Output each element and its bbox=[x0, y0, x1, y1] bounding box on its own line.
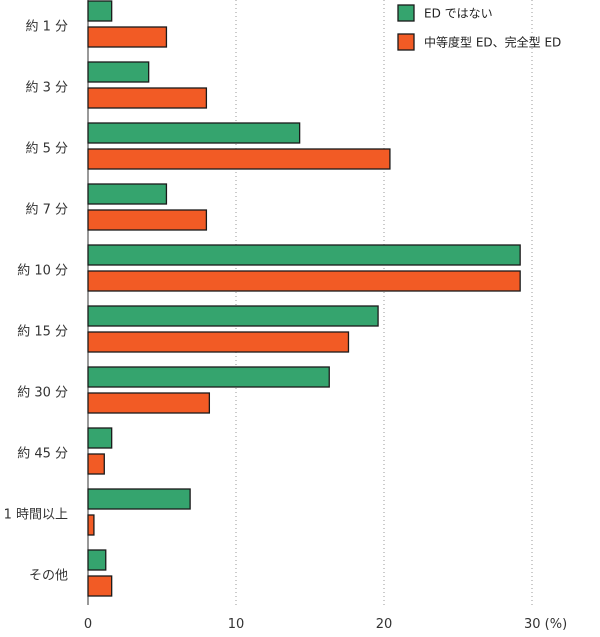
legend-label-ed: 中等度型 ED、完全型 ED bbox=[424, 35, 561, 50]
category-label-4: 約 10 分 bbox=[17, 264, 68, 279]
bar-ed-3 bbox=[87, 209, 208, 231]
bar-ed-6 bbox=[87, 392, 211, 414]
bar-ed-9 bbox=[87, 575, 113, 597]
bar-ed-7 bbox=[87, 453, 105, 475]
bar-no-ed-5 bbox=[87, 305, 379, 327]
category-label-6: 約 30 分 bbox=[17, 386, 68, 401]
bar-no-ed-2 bbox=[87, 122, 301, 144]
bar-ed-5 bbox=[87, 331, 350, 353]
x-tick-label-0: 0 bbox=[84, 617, 92, 632]
category-label-2: 約 5 分 bbox=[25, 142, 68, 157]
bar-ed-2 bbox=[87, 148, 391, 170]
bar-no-ed-7 bbox=[87, 427, 113, 449]
category-label-9: その他 bbox=[29, 569, 68, 584]
bar-no-ed-1 bbox=[87, 61, 150, 83]
bar-no-ed-0 bbox=[87, 0, 113, 22]
bar-ed-1 bbox=[87, 87, 208, 109]
bar-ed-8 bbox=[87, 514, 95, 536]
legend-label-no-ed: ED ではない bbox=[424, 7, 493, 21]
x-tick-labels: 0 10 20 30 (%) bbox=[84, 617, 567, 632]
legend-swatch-ed bbox=[397, 33, 415, 51]
bar-no-ed-6 bbox=[87, 366, 330, 388]
category-label-3: 約 7 分 bbox=[25, 203, 68, 218]
bar-no-ed-8 bbox=[87, 488, 191, 510]
bar-ed-0 bbox=[87, 26, 168, 48]
x-tick-label-30: 30 (%) bbox=[524, 617, 567, 632]
category-label-0: 約 1 分 bbox=[25, 20, 68, 35]
bar-no-ed-9 bbox=[87, 549, 107, 571]
grid bbox=[235, 0, 533, 605]
x-tick-label-10: 10 bbox=[228, 617, 245, 632]
bars bbox=[87, 0, 521, 597]
bar-no-ed-3 bbox=[87, 183, 168, 205]
bar-ed-4 bbox=[87, 270, 521, 292]
category-label-8: 1 時間以上 bbox=[4, 508, 68, 523]
bar-no-ed-4 bbox=[87, 244, 521, 266]
category-label-7: 約 45 分 bbox=[17, 447, 68, 462]
category-label-1: 約 3 分 bbox=[25, 81, 68, 96]
category-labels: 約 1 分約 3 分約 5 分約 7 分約 10 分約 15 分約 30 分約 … bbox=[4, 20, 68, 584]
category-label-5: 約 15 分 bbox=[17, 325, 68, 340]
x-tick-label-20: 20 bbox=[376, 617, 393, 632]
legend-swatch-no-ed bbox=[397, 4, 415, 22]
